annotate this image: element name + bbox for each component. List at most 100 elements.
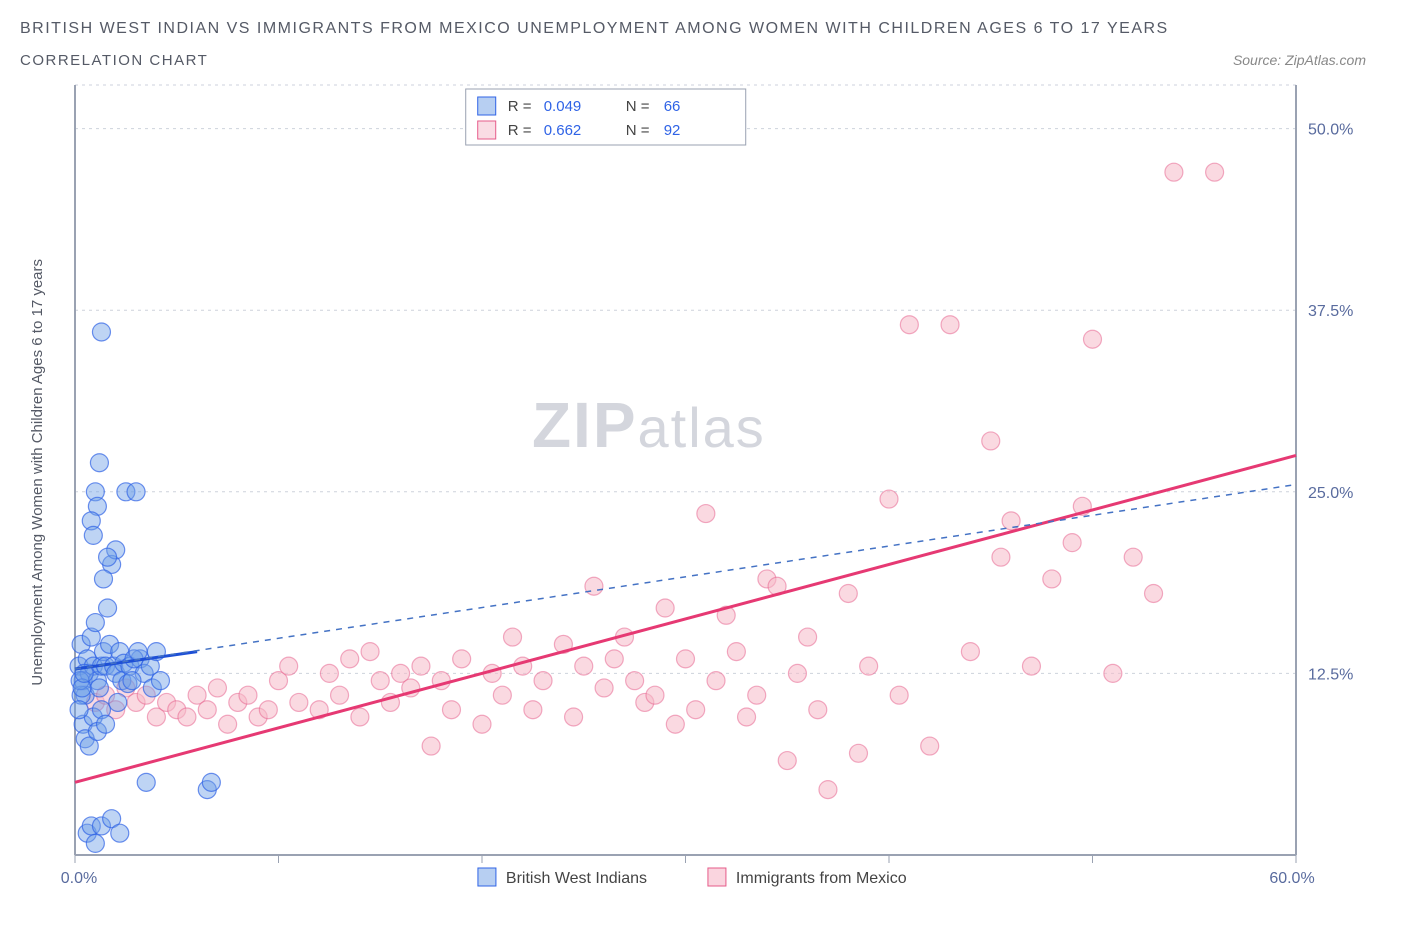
data-point (219, 715, 237, 733)
data-point (208, 679, 226, 697)
data-point (778, 752, 796, 770)
data-point (351, 708, 369, 726)
data-point (86, 834, 104, 852)
legend-label-mexico: Immigrants from Mexico (736, 870, 907, 887)
data-point (809, 701, 827, 719)
source-label: Source: ZipAtlas.com (1233, 52, 1386, 68)
x-tick-label: 60.0% (1269, 870, 1314, 887)
data-point (320, 664, 338, 682)
y-tick-label: 12.5% (1308, 666, 1353, 683)
data-point (748, 686, 766, 704)
watermark: ZIPatlas (532, 389, 766, 461)
data-point (697, 505, 715, 523)
data-point (92, 323, 110, 341)
data-point (1124, 548, 1142, 566)
legend-n-value: 92 (664, 122, 681, 139)
legend-label-british: British West Indians (506, 870, 647, 887)
data-point (677, 650, 695, 668)
data-point (626, 672, 644, 690)
data-point (738, 708, 756, 726)
legend-swatch (478, 97, 496, 115)
data-point (890, 686, 908, 704)
data-point (941, 316, 959, 334)
y-tick-label: 25.0% (1308, 485, 1353, 502)
data-point (109, 693, 127, 711)
legend-swatch (478, 121, 496, 139)
data-point (84, 526, 102, 544)
data-point (94, 570, 112, 588)
data-point (412, 657, 430, 675)
trend-line-british-extrapolated (75, 485, 1296, 670)
data-point (982, 432, 1000, 450)
data-point (99, 599, 117, 617)
data-point (921, 737, 939, 755)
data-point (111, 824, 129, 842)
data-point (524, 701, 542, 719)
data-point (788, 664, 806, 682)
data-point (371, 672, 389, 690)
data-point (123, 672, 141, 690)
legend-n-label: N = (626, 122, 650, 139)
data-point (1084, 330, 1102, 348)
data-point (707, 672, 725, 690)
data-point (900, 316, 918, 334)
data-point (839, 584, 857, 602)
data-point (137, 773, 155, 791)
data-point (151, 672, 169, 690)
data-point (198, 701, 216, 719)
data-point (880, 490, 898, 508)
data-point (819, 781, 837, 799)
legend-r-label: R = (508, 122, 532, 139)
data-point (1165, 163, 1183, 181)
data-point (453, 650, 471, 668)
data-point (341, 650, 359, 668)
data-point (595, 679, 613, 697)
data-point (361, 643, 379, 661)
data-point (90, 454, 108, 472)
data-point (666, 715, 684, 733)
data-point (99, 548, 117, 566)
data-point (473, 715, 491, 733)
data-point (575, 657, 593, 675)
data-point (239, 686, 257, 704)
data-point (534, 672, 552, 690)
data-point (687, 701, 705, 719)
data-point (97, 715, 115, 733)
data-point (422, 737, 440, 755)
data-point (70, 701, 88, 719)
data-point (961, 643, 979, 661)
data-point (1063, 534, 1081, 552)
data-point (656, 599, 674, 617)
data-point (1104, 664, 1122, 682)
data-point (202, 773, 220, 791)
chart-subtitle: CORRELATION CHART (20, 52, 208, 69)
y-axis-label: Unemployment Among Women with Children A… (29, 259, 46, 686)
data-point (860, 657, 878, 675)
trend-line-mexico (75, 455, 1296, 782)
legend-swatch (478, 868, 496, 886)
data-point (849, 744, 867, 762)
data-point (90, 679, 108, 697)
data-point (331, 686, 349, 704)
data-point (799, 628, 817, 646)
data-point (127, 483, 145, 501)
legend-n-value: 66 (664, 98, 681, 115)
legend-swatch (708, 868, 726, 886)
subtitle-row: CORRELATION CHART Source: ZipAtlas.com (20, 52, 1386, 69)
data-point (493, 686, 511, 704)
legend-n-label: N = (626, 98, 650, 115)
correlation-chart: 0.0% 60.0% 12.5% 25.0% 37.5% 50.0% Unemploymen… (20, 75, 1386, 905)
data-point (86, 614, 104, 632)
data-point (565, 708, 583, 726)
data-point (280, 657, 298, 675)
y-tick-label: 37.5% (1308, 303, 1353, 320)
data-point (1145, 584, 1163, 602)
data-point (1206, 163, 1224, 181)
chart-title: BRITISH WEST INDIAN VS IMMIGRANTS FROM M… (20, 20, 1386, 38)
legend-r-label: R = (508, 98, 532, 115)
data-point (259, 701, 277, 719)
data-point (290, 693, 308, 711)
x-tick-label: 0.0% (61, 870, 97, 887)
y-tick-label: 50.0% (1308, 122, 1353, 139)
data-point (646, 686, 664, 704)
